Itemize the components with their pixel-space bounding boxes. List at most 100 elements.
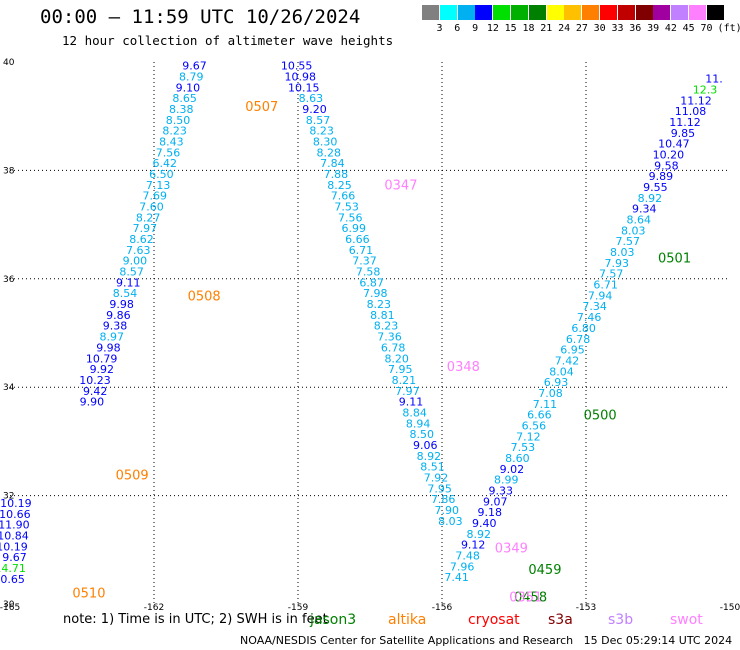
pass-time-label: 0507 — [245, 100, 278, 115]
wave-height-value: 7.93 — [604, 257, 629, 270]
wave-height-value: 8.50 — [409, 428, 434, 441]
scale-label: 33 — [611, 23, 624, 34]
wave-height-value: 9.85 — [671, 127, 696, 140]
satellite-label-s3a: s3a — [548, 612, 573, 628]
wave-height-value: 7.84 — [320, 157, 345, 170]
x-tick-label: -156 — [432, 603, 453, 613]
scale-swatch — [528, 5, 546, 20]
wave-height-value: 7.08 — [538, 387, 563, 400]
wave-height-value: 9.67 — [2, 551, 27, 564]
wave-height-value: 7.95 — [427, 482, 452, 495]
track-track-a: 9.678.799.108.658.388.508.238.437.566.42… — [79, 60, 207, 409]
wave-height-value: 8.92 — [466, 528, 491, 541]
wave-height-value: 9.06 — [413, 439, 438, 452]
wave-height-value: 6.99 — [342, 222, 367, 235]
pass-time-label: 0458 — [514, 590, 547, 605]
x-tick-label: -150 — [720, 603, 740, 613]
wave-height-value: 9.38 — [103, 320, 128, 333]
wave-height-value: 6.80 — [571, 322, 596, 335]
scale-label: 27 — [575, 23, 588, 34]
wave-height-value: 10.20 — [653, 148, 685, 161]
y-tick-label: 32 — [3, 492, 14, 502]
satellite-label-jason3: jason3 — [310, 612, 357, 628]
satellite-label-swot: swot — [670, 612, 703, 628]
wave-height-value: 9.58 — [654, 159, 679, 172]
wave-height-value: 9.07 — [483, 495, 508, 508]
scale-swatch — [653, 5, 671, 20]
wave-height-value: 8.84 — [402, 406, 427, 419]
wave-height-value: 7.95 — [388, 363, 413, 376]
wave-height-value: 10.15 — [288, 81, 320, 94]
wave-height-value: 7.94 — [588, 289, 613, 302]
scale-label: 39 — [647, 23, 660, 34]
wave-height-value: 7.56 — [338, 211, 363, 224]
wave-height-value: 7.13 — [146, 179, 171, 192]
wave-height-value: 8.92 — [638, 192, 663, 205]
page-subtitle: 12 hour collection of altimeter wave hei… — [62, 33, 394, 48]
scale-swatch — [635, 5, 653, 20]
axis-ticks: -165 -162 -159 -156 -153 -150 40 38 36 34 32 30 — [0, 58, 740, 613]
wave-height-value: 14.71 — [0, 562, 26, 575]
scale-swatch — [600, 5, 617, 20]
wave-height-value: 8.21 — [392, 374, 417, 387]
scale-swatch — [457, 5, 475, 20]
wave-height-value: 10.66 — [0, 508, 31, 521]
wave-height-value: 8.94 — [406, 417, 431, 430]
pass-time-label: 0349 — [495, 542, 528, 557]
wave-height-value: 6.50 — [149, 168, 174, 181]
wave-height-value: 6.95 — [560, 344, 585, 357]
scale-unit: (ft) — [717, 23, 740, 34]
wave-height-value: 7.69 — [143, 190, 168, 203]
wave-height-value: 11.12 — [680, 94, 712, 107]
scale-label: 3 — [436, 23, 443, 34]
wave-height-value: 8.97 — [100, 331, 125, 344]
scale-label: 6 — [454, 23, 461, 34]
pass-time-label: 0347 — [384, 178, 417, 193]
x-tick-label: -153 — [576, 603, 596, 613]
wave-height-value: 8.54 — [113, 287, 138, 300]
scale-label: 36 — [629, 23, 642, 34]
wave-height-value: 8.60 — [505, 452, 530, 465]
wave-height-value: 8.23 — [374, 320, 399, 333]
scale-swatch — [617, 5, 635, 20]
wave-height-value: 9.18 — [478, 506, 503, 519]
wave-height-value: 9.20 — [302, 103, 327, 116]
wave-height-value: 9.90 — [80, 396, 105, 409]
wave-height-value: 7.36 — [377, 331, 402, 344]
wave-height-value: 7.53 — [334, 201, 359, 214]
wave-height-value: 6.56 — [522, 419, 547, 432]
wave-height-value: 8.30 — [313, 135, 338, 148]
wave-height-value: 10.55 — [281, 60, 313, 73]
wave-height-value: 8.57 — [119, 266, 144, 279]
wave-height-value: 7.97 — [133, 222, 158, 235]
scale-label: 30 — [593, 23, 606, 34]
wave-height-value: 8.50 — [166, 114, 191, 127]
wave-height-value: 8.99 — [494, 474, 519, 487]
wave-height-value: 8.03 — [610, 246, 635, 259]
wave-height-value: 10.65 — [0, 573, 25, 586]
wave-height-value: 9.02 — [500, 463, 525, 476]
scale-label: 42 — [664, 23, 677, 34]
track-track-c: 10.5510.9810.158.639.208.578.238.308.287… — [281, 60, 463, 528]
wave-height-value: 7.90 — [435, 504, 460, 517]
pass-time-label: 0501 — [658, 252, 691, 267]
wave-height-value: 6.71 — [349, 244, 374, 257]
wave-height-value: 7.58 — [356, 266, 381, 279]
scale-label: 15 — [504, 23, 517, 34]
wave-height-value: 6.87 — [359, 276, 384, 289]
wave-height-value: 7.66 — [331, 190, 356, 203]
wave-height-value: 8.62 — [129, 233, 154, 246]
wave-height-value: 7.12 — [516, 430, 541, 443]
wave-height-value: 9.42 — [83, 385, 108, 398]
wave-height-value: 8.43 — [159, 135, 184, 148]
scale-swatch — [475, 5, 493, 20]
wave-height-value: 9.10 — [176, 81, 201, 94]
pass-time-label: 0348 — [447, 360, 480, 375]
satellite-label-s3b: s3b — [608, 612, 634, 628]
satellite-label-cryosat: cryosat — [468, 612, 520, 628]
wave-height-value: 7.86 — [431, 493, 456, 506]
wave-height-value: 7.53 — [511, 441, 536, 454]
